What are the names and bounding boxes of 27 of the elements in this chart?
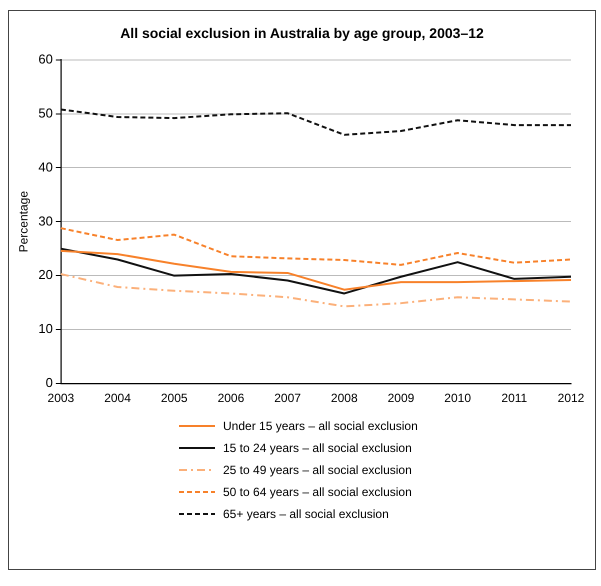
legend-label: 65+ years – all social exclusion	[223, 507, 389, 521]
line-series	[60, 273, 572, 308]
y-tick-label: 0	[46, 375, 53, 390]
x-tick-label: 2009	[388, 391, 415, 406]
x-tick-label: 2003	[48, 391, 75, 406]
y-tick-label: 40	[38, 159, 53, 174]
y-tick-label: 60	[38, 51, 53, 66]
y-tick-label: 10	[38, 321, 53, 336]
legend-label: 15 to 24 years – all social exclusion	[223, 441, 412, 455]
y-tick-label: 30	[38, 213, 53, 228]
x-tick-label: 2005	[160, 391, 188, 406]
x-tick-label: 2007	[274, 391, 302, 406]
y-axis-title: Percentage	[16, 190, 31, 252]
x-tick-label: 2012	[558, 391, 585, 406]
y-tick-label: 20	[38, 267, 53, 282]
legend-label: 25 to 49 years – all social exclusion	[223, 463, 412, 477]
legend-label: 50 to 64 years – all social exclusion	[223, 485, 412, 499]
legend-label: Under 15 years – all social exclusion	[223, 419, 418, 433]
line-series	[60, 108, 572, 136]
chart-title: All social exclusion in Australia by age group, 2003–12	[119, 25, 485, 41]
x-tick-label: 2004	[104, 391, 132, 406]
x-tick-label: 2008	[330, 391, 358, 406]
x-tick-label: 2006	[218, 391, 245, 406]
line-series	[60, 227, 572, 266]
y-tick-label: 50	[38, 105, 53, 120]
x-tick-label: 2011	[501, 391, 528, 406]
x-tick-label: 2010	[444, 391, 472, 406]
